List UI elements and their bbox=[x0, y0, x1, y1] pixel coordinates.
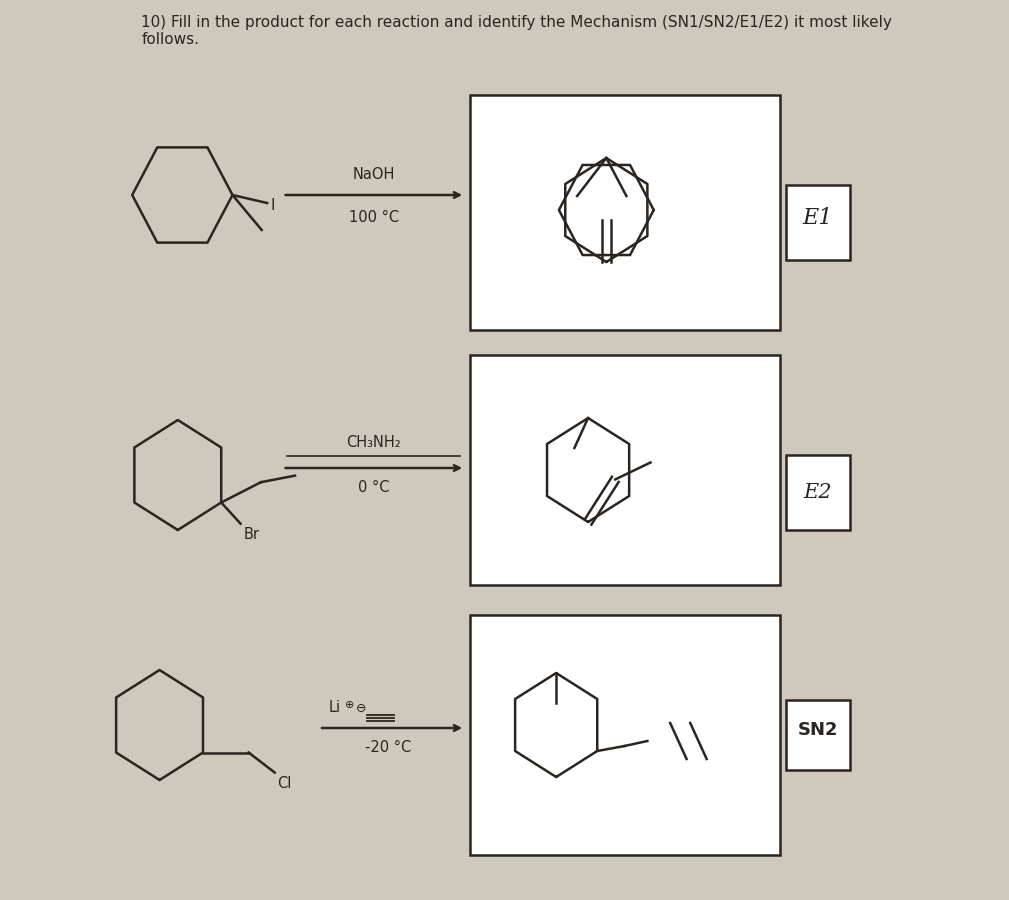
Text: follows.: follows. bbox=[141, 32, 200, 47]
Bar bbox=[786, 455, 850, 530]
Bar bbox=[469, 355, 780, 585]
Text: E1: E1 bbox=[803, 207, 833, 229]
Text: E2: E2 bbox=[803, 482, 832, 501]
Bar bbox=[786, 185, 850, 260]
Text: 0 °C: 0 °C bbox=[358, 480, 389, 495]
Bar bbox=[469, 95, 780, 330]
Text: 100 °C: 100 °C bbox=[349, 210, 399, 225]
Text: Cl: Cl bbox=[277, 776, 292, 790]
Text: SN2: SN2 bbox=[797, 721, 838, 739]
Text: 10) Fill in the product for each reaction and identify the Mechanism (SN1/SN2/E1: 10) Fill in the product for each reactio… bbox=[141, 15, 892, 30]
Text: Br: Br bbox=[243, 526, 259, 542]
Text: I: I bbox=[270, 197, 275, 212]
Text: Li: Li bbox=[328, 700, 340, 715]
Bar bbox=[469, 615, 780, 855]
Text: -20 °C: -20 °C bbox=[364, 740, 411, 755]
Bar bbox=[786, 700, 850, 770]
Text: ⊖: ⊖ bbox=[355, 702, 366, 715]
Text: CH₃NH₂: CH₃NH₂ bbox=[346, 435, 402, 450]
Text: ⊕: ⊕ bbox=[345, 700, 354, 710]
Text: NaOH: NaOH bbox=[352, 167, 395, 182]
